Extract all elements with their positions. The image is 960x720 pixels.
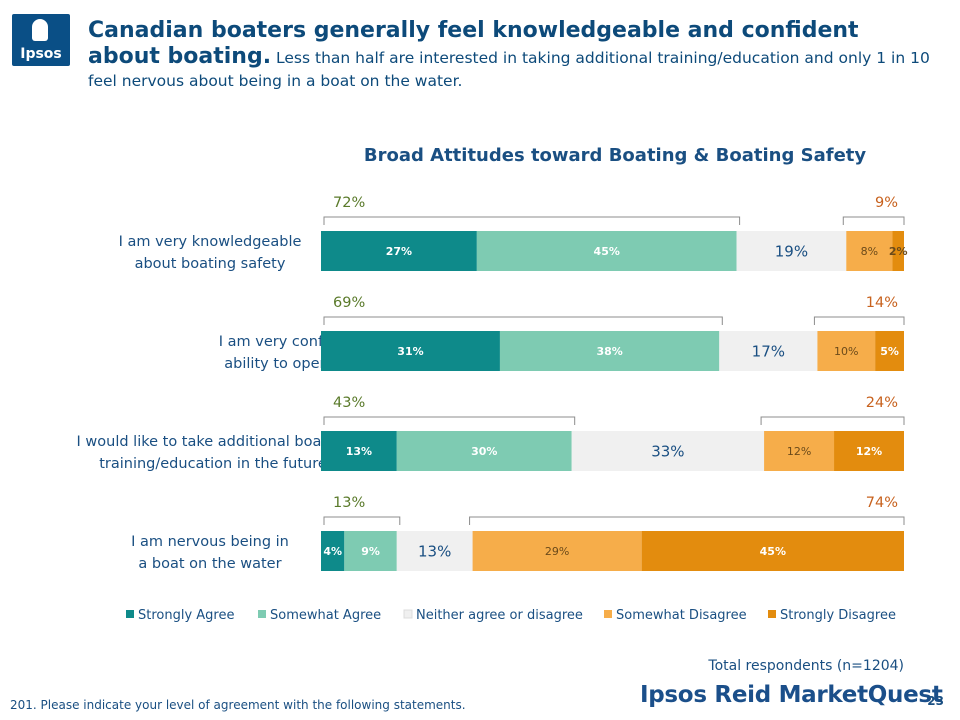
bar-segment-3-2 [396,431,572,471]
logo-text: Ipsos [20,46,62,62]
bar-segment-3-4 [764,431,835,471]
data-label-2-5: 5% [880,345,899,358]
disagree-bracket-4 [469,516,905,525]
page-number: 23 [927,694,944,708]
headline-bold: Canadian boaters generally feel knowledg… [88,18,859,70]
data-label-3-4: 12% [787,445,811,458]
bar-segment-2-5 [875,331,904,371]
bar-segment-4-2 [344,531,397,571]
legend-swatch-2 [258,610,266,618]
legend-swatch-1 [126,610,134,618]
category-label-1: I am very knowledgeable about boating saf… [119,234,302,272]
agree-total-4: 13% [333,495,365,511]
agree-bracket-3 [323,416,576,425]
bar-segment-1-1 [321,231,477,271]
data-label-1-2: 45% [594,245,620,258]
total-respondents: Total respondents (n=1204) [708,658,904,674]
bar-segment-2-3 [719,331,818,371]
bar-segment-2-4 [817,331,876,371]
category-label-3: I would like to take additional boating t… [77,434,350,472]
data-label-4-3: 13% [418,543,451,561]
legend-swatch-5 [768,610,776,618]
bar-segment-4-5 [641,531,904,571]
data-label-1-3: 19% [775,243,808,261]
data-label-3-2: 30% [471,445,497,458]
data-label-4-1: 4% [323,545,342,558]
legend-label-3: Neither agree or disagree [416,608,583,623]
bar-segment-1-2 [476,231,737,271]
legend-swatch-4 [604,610,612,618]
disagree-total-3: 24% [866,395,898,411]
logo-mark-icon [32,19,48,41]
bar-segment-3-1 [321,431,397,471]
agree-bracket-2 [323,316,723,325]
data-label-2-4: 10% [834,345,858,358]
agree-bracket-4 [323,516,401,525]
bar-segment-4-4 [472,531,642,571]
headline: Canadian boaters generally feel knowledg… [88,18,938,90]
data-label-4-4: 29% [545,545,569,558]
headline-rest: Less than half are interested in taking … [88,49,930,90]
bar-segment-3-3 [571,431,765,471]
data-label-1-5: 2% [889,245,908,258]
bar-segment-4-1 [321,531,345,571]
data-label-1-4: 8% [861,245,878,258]
category-label-line: a boat on the water [138,556,281,572]
bar-segment-1-3 [736,231,847,271]
data-label-2-3: 17% [752,343,785,361]
chart-title: Broad Attitudes toward Boating & Boating… [364,145,867,166]
agree-total-3: 43% [333,395,365,411]
legend-label-4: Somewhat Disagree [616,608,747,623]
bar-segment-3-5 [834,431,904,471]
category-label-line: I would like to take additional boating [77,434,350,450]
ipsos-logo: Ipsos [12,14,70,66]
bar-segment-2-2 [499,331,720,371]
bar-segment-4-3 [396,531,473,571]
data-label-2-1: 31% [397,345,423,358]
category-label-4: I am nervous being in a boat on the water [131,534,289,572]
legend-swatch-3 [403,609,413,619]
bar-segment-2-1 [321,331,500,371]
legend-label-5: Strongly Disagree [780,608,896,623]
data-label-3-1: 13% [346,445,372,458]
data-label-4-5: 45% [760,545,786,558]
disagree-bracket-3 [760,416,905,425]
disagree-total-1: 9% [875,195,898,211]
category-label-line: I am nervous being in [131,534,289,550]
data-label-4-2: 9% [361,545,380,558]
legend-label-2: Somewhat Agree [270,608,381,623]
disagree-total-2: 14% [866,295,898,311]
disagree-total-4: 74% [866,495,898,511]
agree-bracket-1 [323,216,741,225]
data-label-2-2: 38% [596,345,622,358]
category-label-line: about boating safety [135,256,286,272]
category-label-line: I am very knowledgeable [119,234,302,250]
legend-label-1: Strongly Agree [138,608,235,623]
data-label-3-5: 12% [856,445,882,458]
disagree-bracket-2 [813,316,905,325]
agree-total-2: 69% [333,295,365,311]
category-label-line: training/education in the future [99,456,327,472]
agree-total-1: 72% [333,195,365,211]
stacked-bar-chart: Broad Attitudes toward Boating & Boating… [77,145,908,623]
question-footnote: 201. Please indicate your level of agree… [10,698,466,712]
brand-wordmark: Ipsos Reid MarketQuest [640,682,943,708]
data-label-3-3: 33% [651,443,684,461]
bar-segment-1-4 [846,231,893,271]
disagree-bracket-1 [842,216,905,225]
data-label-1-1: 27% [386,245,412,258]
bar-segment-1-5 [892,231,904,271]
